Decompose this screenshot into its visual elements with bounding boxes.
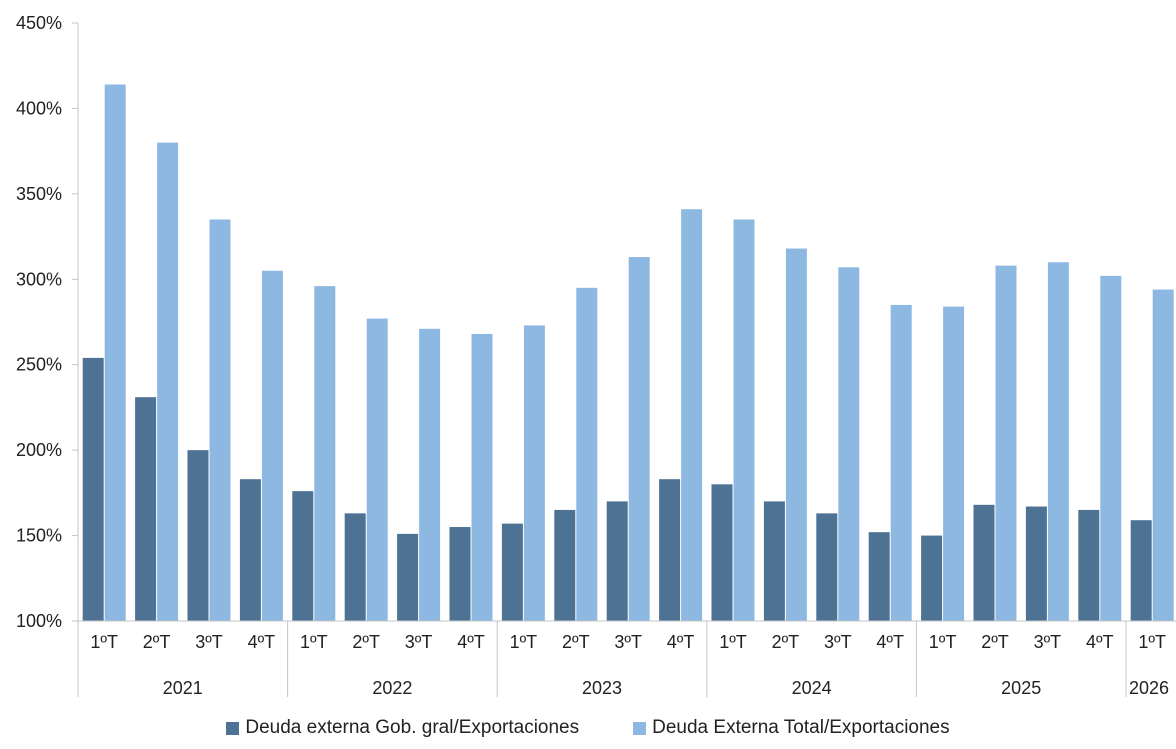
x-tick-label: 1ºT [510, 632, 538, 652]
bar-gob-gral [659, 479, 681, 621]
x-group-label: 2025 [1001, 678, 1041, 698]
bar-total [943, 306, 965, 621]
legend-label-total: Deuda Externa Total/Exportaciones [652, 717, 950, 738]
y-tick-label: 250% [16, 355, 62, 375]
bar-total [576, 287, 598, 621]
x-group-label: 2026 [1129, 678, 1169, 698]
y-tick-label: 300% [16, 269, 62, 289]
series-gob-gral-bars [82, 357, 1152, 621]
y-tick-label: 100% [16, 611, 62, 631]
x-tick-label: 4ºT [457, 632, 485, 652]
bar-total [157, 142, 179, 621]
bar-total [733, 219, 755, 621]
legend-swatch-gob-gral [226, 721, 240, 735]
bar-total [209, 219, 231, 621]
y-tick-label: 200% [16, 440, 62, 460]
bar-gob-gral [187, 450, 209, 621]
x-axis: 1ºT 2ºT 3ºT 4ºT 1ºT 2ºT 3ºT 4ºT 1ºT 2ºT 3ºT 4ºT 1ºT 2… [77, 620, 1176, 698]
bar-total [995, 265, 1017, 621]
bar-total [419, 328, 441, 621]
x-tick-label: 4ºT [876, 632, 904, 652]
x-group-label: 2024 [792, 678, 832, 698]
bar-gob-gral [344, 513, 366, 621]
bar-total [890, 304, 912, 621]
x-tick-label: 3ºT [614, 632, 642, 652]
y-tick-label: 350% [16, 184, 62, 204]
x-group-label: 2023 [582, 678, 622, 698]
bar-gob-gral [1025, 506, 1047, 621]
bar-gob-gral [868, 532, 890, 621]
legend-label-gob-gral: Deuda externa Gob. gral/Exportaciones [245, 717, 580, 738]
x-group-label: 2021 [163, 678, 203, 698]
legend-swatch-total [633, 721, 647, 735]
y-tick-label: 450% [16, 13, 62, 33]
legend-item-gob-gral: Deuda externa Gob. gral/Exportaciones [226, 717, 579, 739]
bar-total [681, 209, 703, 621]
x-group-label: 2022 [372, 678, 412, 698]
series-total-bars [104, 84, 1174, 622]
x-tick-label: 1ºT [1138, 632, 1166, 652]
x-tick-label: 2ºT [562, 632, 590, 652]
bar-total [1100, 275, 1122, 621]
legend: Deuda externa Gob. gral/Exportaciones De… [0, 716, 1176, 740]
bar-gob-gral [397, 533, 419, 621]
x-tick-label: 4ºT [248, 632, 276, 652]
bar-total [1047, 262, 1069, 621]
bar-gob-gral [921, 535, 943, 621]
x-tick-label: 2ºT [352, 632, 380, 652]
bar-gob-gral [973, 504, 995, 621]
bar-total [628, 257, 650, 621]
bar-gob-gral [82, 357, 104, 621]
bar-total [366, 318, 388, 621]
bar-gob-gral [816, 513, 838, 621]
bar-total [785, 248, 807, 621]
legend-item-total: Deuda Externa Total/Exportaciones [633, 717, 950, 739]
bar-gob-gral [606, 501, 628, 621]
y-tick-label: 400% [16, 98, 62, 118]
bar-total [523, 325, 545, 621]
x-tick-label: 1ºT [300, 632, 328, 652]
bar-gob-gral [501, 523, 523, 621]
bar-gob-gral [239, 479, 261, 621]
x-tick-label: 4ºT [1086, 632, 1114, 652]
x-tick-label: 4ºT [667, 632, 695, 652]
y-tick-label: 150% [16, 526, 62, 546]
bar-gob-gral [1130, 520, 1152, 621]
bar-gob-gral [763, 501, 785, 621]
x-tick-label: 1ºT [90, 632, 118, 652]
bar-gob-gral [449, 527, 471, 621]
bar-gob-gral [1078, 509, 1100, 621]
bar-total [314, 286, 336, 621]
x-tick-label: 1ºT [719, 632, 747, 652]
x-tick-label: 3ºT [1034, 632, 1062, 652]
bar-total [471, 333, 493, 621]
bar-gob-gral [292, 491, 314, 621]
bar-gob-gral [135, 397, 157, 621]
x-tick-label: 2ºT [772, 632, 800, 652]
bar-total [1152, 289, 1174, 621]
x-tick-label: 3ºT [824, 632, 852, 652]
x-tick-label: 2ºT [143, 632, 171, 652]
bar-gob-gral [711, 484, 733, 621]
bar-total [838, 267, 860, 621]
bar-gob-gral [554, 509, 576, 621]
bar-total [261, 270, 283, 621]
x-tick-label: 3ºT [195, 632, 223, 652]
bar-total [104, 84, 126, 622]
x-tick-label: 1ºT [929, 632, 957, 652]
y-axis: 100% 150% 200% 250% 300% 350% 400% 450% [16, 13, 79, 631]
x-tick-label: 2ºT [981, 632, 1009, 652]
x-tick-label: 3ºT [405, 632, 433, 652]
